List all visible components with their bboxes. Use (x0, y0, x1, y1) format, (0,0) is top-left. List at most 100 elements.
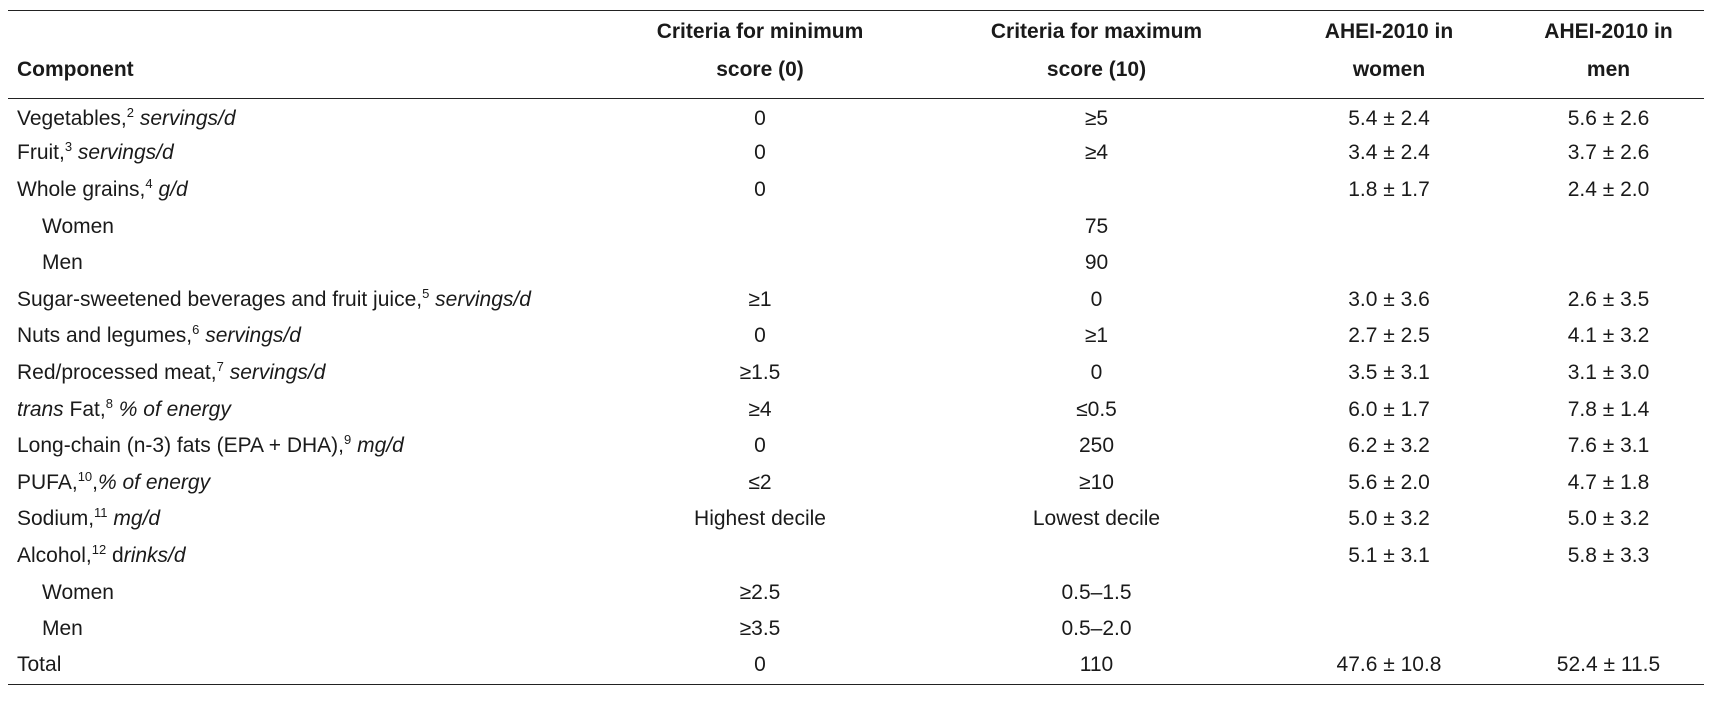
component-sep: , (92, 470, 98, 494)
cell-ahei-women (1265, 574, 1513, 611)
table-row: Women ≥2.5 0.5–1.5 (8, 574, 1704, 611)
component-name: Women (42, 580, 114, 604)
cell-ahei-men: 7.6 ± 3.1 (1567, 434, 1650, 458)
header-men-line2: men (1586, 58, 1631, 81)
header-women-line2: women (1352, 58, 1426, 81)
table-row: Total 0 110 47.6 ± 10.8 52.4 ± 11.5 (8, 647, 1704, 685)
cell-min-criteria (592, 538, 928, 575)
cell-max-criteria (928, 172, 1265, 209)
component-name: Long-chain (n-3) fats (EPA + DHA), (17, 434, 344, 458)
cell-min-criteria (592, 245, 928, 282)
component-name: Alcohol, (17, 543, 92, 567)
cell-min-criteria: ≤2 (748, 470, 772, 494)
cell-min-criteria: 0 (754, 141, 766, 165)
cell-min-criteria: ≥1.5 (739, 360, 781, 384)
cell-ahei-men (1513, 611, 1704, 648)
header-row: Component Criteria for minimum score (0)… (8, 10, 1704, 99)
component-lead: trans (17, 397, 64, 421)
table-row: PUFA,10,% of energy ≤2 ≥10 5.6 ± 2.0 4.7 ± 1… (8, 464, 1704, 501)
cell-min-criteria: Highest decile (694, 507, 826, 531)
header-max-criteria: Criteria for maximum score (10) (928, 10, 1265, 99)
component-name: Whole grains, (17, 177, 146, 201)
cell-ahei-men: 3.1 ± 3.0 (1567, 360, 1650, 384)
component-name: PUFA, (17, 470, 78, 494)
cell-component: Men (8, 611, 592, 648)
table-row: Whole grains,4 g/d 0 1.8 ± 1.7 2.4 ± 2.0 (8, 172, 1704, 209)
cell-min-criteria: ≥1 (748, 287, 772, 311)
component-name: Sodium, (17, 507, 95, 531)
cell-ahei-women (1265, 245, 1513, 282)
component-name: Total (17, 653, 62, 677)
cell-ahei-men (1513, 245, 1704, 282)
cell-ahei-women: 5.1 ± 3.1 (1348, 543, 1430, 567)
cell-component: Total (8, 647, 592, 685)
cell-max-criteria: 75 (1084, 214, 1109, 238)
component-sep: d (106, 543, 124, 567)
cell-ahei-women: 6.2 ± 3.2 (1348, 434, 1430, 458)
component-unit: mg/d (113, 507, 161, 531)
cell-max-criteria (928, 538, 1265, 575)
cell-max-criteria: ≥5 (1084, 107, 1109, 131)
cell-ahei-women: 6.0 ± 1.7 (1348, 397, 1430, 421)
cell-max-criteria: 110 (928, 647, 1265, 685)
cell-max-criteria: ≤0.5 (1076, 397, 1117, 421)
cell-ahei-men (1513, 208, 1704, 245)
table-row: trans Fat,8 % of energy ≥4 ≤0.5 6.0 ± 1.7 7.… (8, 391, 1704, 428)
cell-component: Red/processed meat,7 servings/d (8, 355, 592, 392)
cell-ahei-men: 2.4 ± 2.0 (1567, 177, 1650, 201)
cell-min-criteria: 0 (754, 177, 766, 201)
component-unit: servings/d (435, 287, 531, 311)
cell-min-criteria: 0 (754, 324, 766, 348)
component-name: Fruit, (17, 141, 65, 165)
cell-component: Whole grains,4 g/d (8, 172, 592, 209)
footnote-ref: 6 (192, 322, 200, 338)
header-max-line1: Criteria for maximum (990, 20, 1203, 43)
cell-ahei-men: 5.0 ± 3.2 (1567, 507, 1650, 531)
component-unit: servings/d (139, 107, 236, 131)
cell-max-criteria: 0 (1090, 360, 1103, 384)
ahei-component-table: Component Criteria for minimum score (0)… (8, 10, 1704, 685)
cell-max-criteria: ≥10 (1079, 470, 1114, 494)
header-max-line2: score (10) (1046, 58, 1147, 81)
footnote-ref: 12 (91, 541, 107, 557)
cell-ahei-women: 2.7 ± 2.5 (1348, 324, 1430, 348)
cell-ahei-men: 5.6 ± 2.6 (1567, 107, 1650, 131)
cell-component: PUFA,10,% of energy (8, 464, 592, 501)
cell-ahei-men: 5.8 ± 3.3 (1567, 543, 1650, 567)
header-min-criteria: Criteria for minimum score (0) (592, 10, 928, 99)
cell-component: Women (8, 208, 592, 245)
cell-min-criteria: ≥4 (748, 397, 772, 421)
table-row: Nuts and legumes,6 servings/d 0 ≥1 2.7 ± 2.… (8, 318, 1704, 355)
header-component: Component (8, 10, 592, 99)
cell-ahei-women: 3.5 ± 3.1 (1348, 360, 1430, 384)
cell-ahei-men (1513, 574, 1704, 611)
table-body: Vegetables,2 servings/d 0 ≥5 5.4 ± 2.4 5.6 ±… (8, 99, 1704, 685)
component-name: Red/processed meat, (17, 360, 217, 384)
table-row: Red/processed meat,7 servings/d ≥1.5 0 3.5 … (8, 355, 1704, 392)
cell-ahei-men: 7.8 ± 1.4 (1567, 397, 1650, 421)
component-name: Men (42, 251, 83, 275)
table-row: Men 90 (8, 245, 1704, 282)
component-name: Men (42, 617, 83, 641)
table-row: Sodium,11 mg/d Highest decile Lowest decil… (8, 501, 1704, 538)
cell-max-criteria: 90 (1084, 251, 1109, 275)
cell-min-criteria (592, 208, 928, 245)
cell-ahei-women: 3.4 ± 2.4 (1348, 141, 1430, 165)
component-unit: rinks/d (123, 543, 186, 567)
cell-max-criteria: Lowest decile (1032, 507, 1161, 531)
cell-ahei-men: 4.7 ± 1.8 (1567, 470, 1650, 494)
cell-min-criteria: 0 (754, 107, 766, 131)
component-name: Nuts and legumes, (17, 324, 193, 348)
cell-min-criteria: ≥2.5 (739, 580, 781, 604)
component-unit: % of energy (118, 397, 231, 421)
table-row: Long-chain (n-3) fats (EPA + DHA),9 mg/d… (8, 428, 1704, 465)
footnote-ref: 9 (344, 432, 352, 448)
footnote-ref: 4 (145, 175, 153, 191)
cell-max-criteria: ≥4 (1084, 141, 1109, 165)
cell-component: trans Fat,8 % of energy (8, 391, 592, 428)
cell-max-criteria: ≥1 (1084, 324, 1109, 348)
cell-component: Men (8, 245, 592, 282)
header-min-line1: Criteria for minimum (656, 20, 864, 43)
cell-ahei-women: 1.8 ± 1.7 (1348, 177, 1430, 201)
